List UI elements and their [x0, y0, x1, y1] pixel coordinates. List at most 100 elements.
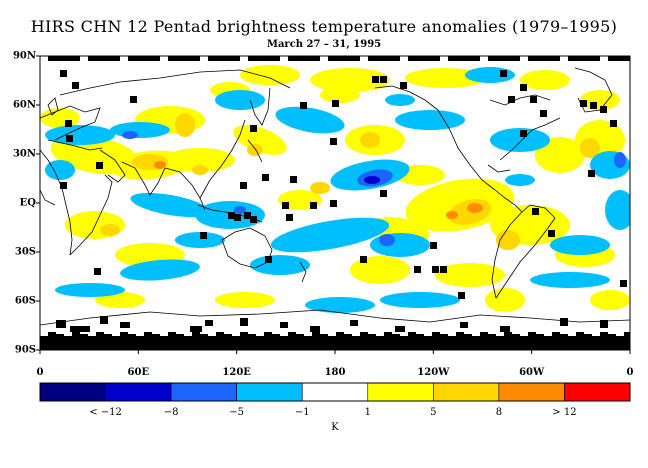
missing-box: [56, 334, 64, 342]
colorbar-box: [433, 382, 500, 402]
missing-box: [624, 56, 630, 61]
missing-box: [205, 320, 213, 326]
missing-box: [608, 334, 616, 342]
coast-alaska: [374, 85, 439, 111]
missing-box: [456, 332, 464, 340]
missing-box: [248, 56, 256, 61]
missing-box: [320, 334, 328, 342]
anomaly-blob: [446, 211, 458, 219]
missing-box: [216, 56, 224, 61]
missing-box: [70, 326, 90, 332]
colorbar-box: [367, 382, 434, 402]
coast-central-america: [494, 189, 523, 213]
anomaly-blob: [45, 125, 115, 145]
missing-box: [128, 334, 136, 342]
anomaly-blob: [590, 290, 630, 310]
colorbar-label: 1: [364, 407, 371, 418]
coast-new-zealand: [299, 261, 307, 283]
missing-box: [168, 56, 176, 61]
missing-box: [120, 332, 128, 340]
missing-box: [560, 334, 568, 342]
colorbar-label: < −12: [89, 407, 122, 418]
anomaly-blob: [192, 165, 208, 175]
missing-box: [584, 334, 592, 342]
missing-box: [384, 332, 392, 340]
missing-box: [528, 332, 536, 340]
missing-box: [344, 334, 352, 342]
coast-africa-west: [40, 149, 73, 256]
colorbar-label: 5: [430, 407, 437, 418]
anomaly-blob: [535, 137, 585, 173]
missing-box: [48, 56, 56, 61]
coast-africa-east: [69, 174, 113, 256]
missing-box: [256, 336, 264, 344]
anomaly-blob: [405, 68, 485, 88]
coast-hudson: [489, 94, 551, 106]
missing-box: [624, 332, 630, 340]
anomaly-blob: [550, 235, 610, 255]
missing-box: [304, 336, 312, 344]
missing-box: [310, 202, 317, 209]
missing-box: [224, 56, 232, 61]
missing-box: [400, 82, 407, 89]
missing-box: [240, 182, 247, 189]
coast-south-america-east: [495, 204, 556, 299]
anomaly-blob: [580, 138, 600, 158]
missing-box: [56, 320, 66, 328]
missing-box: [456, 56, 464, 61]
missing-box: [128, 56, 136, 61]
missing-box: [310, 326, 320, 332]
anomaly-blob: [385, 94, 415, 106]
missing-box: [232, 56, 240, 61]
missing-box: [352, 336, 360, 344]
missing-box: [296, 56, 304, 61]
missing-box: [120, 322, 130, 328]
anomaly-blob: [505, 174, 535, 186]
missing-box: [216, 332, 224, 340]
anomaly-blob: [270, 217, 390, 253]
coast-se-asia: [164, 167, 206, 211]
missing-box: [136, 336, 144, 344]
missing-box: [40, 336, 48, 344]
missing-box: [192, 332, 200, 340]
missing-box: [80, 334, 88, 342]
missing-box: [234, 214, 241, 221]
anomaly-blob: [614, 152, 626, 168]
missing-box: [464, 56, 472, 61]
coast-china: [199, 119, 246, 199]
missing-box: [280, 336, 288, 344]
missing-box: [96, 162, 103, 169]
missing-box: [504, 56, 512, 61]
colorbar-box: [236, 382, 303, 402]
latitude-ticks: [36, 55, 40, 351]
missing-box: [380, 76, 387, 83]
missing-box: [240, 318, 248, 326]
anomaly-blob: [130, 192, 210, 218]
missing-box: [520, 130, 527, 137]
missing-box: [176, 334, 184, 342]
missing-box: [588, 170, 595, 177]
lat-label: EQ: [19, 197, 36, 209]
missing-box: [590, 102, 597, 109]
missing-box: [282, 202, 289, 209]
missing-box: [224, 334, 232, 342]
missing-box: [248, 334, 256, 342]
missing-box: [376, 336, 384, 344]
missing-box: [256, 56, 264, 61]
missing-box: [360, 256, 367, 263]
missing-box: [72, 332, 80, 340]
colorbar-unit: K: [331, 422, 339, 433]
anomaly-blob: [435, 263, 505, 287]
missing-box: [496, 56, 504, 61]
missing-box: [368, 56, 376, 61]
missing-box: [480, 332, 488, 340]
coast-arabia: [99, 149, 126, 183]
missing-box: [232, 336, 240, 344]
missing-box: [296, 334, 304, 342]
missing-box: [600, 320, 608, 328]
missing-box: [312, 332, 320, 340]
anomaly-blob: [120, 259, 200, 281]
missing-box: [280, 322, 288, 328]
colorbar-label: 8: [495, 407, 503, 418]
missing-box: [544, 336, 552, 344]
